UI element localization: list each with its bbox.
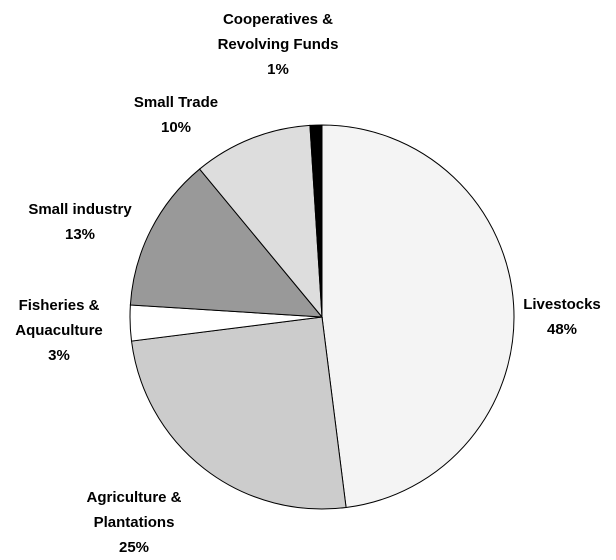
slice-label: Cooperatives & Revolving Funds 1% — [203, 7, 353, 82]
pie-slice — [321, 124, 515, 509]
slice-label: Small industry 13% — [5, 197, 155, 247]
category-name: Agriculture & Plantations — [86, 489, 182, 531]
value-label: 48% — [546, 321, 578, 338]
category-name: Small industry — [28, 201, 132, 218]
slice-label: Small Trade 10% — [111, 90, 241, 140]
slice-label: Agriculture & Plantations 25% — [59, 485, 209, 560]
pie-slice — [309, 124, 323, 318]
value-label: 3% — [48, 347, 70, 364]
value-label: 1% — [267, 61, 289, 78]
slice-label: Fisheries & Aquaculture 3% — [0, 293, 119, 368]
pie-slice — [129, 168, 324, 318]
category-name: Livestocks — [523, 296, 601, 313]
value-label: 10% — [160, 119, 192, 136]
pie-slice — [198, 124, 323, 319]
pie-slice — [130, 316, 347, 510]
value-label: 13% — [64, 226, 96, 243]
slice-label: Livestocks 48% — [507, 292, 616, 342]
category-name: Small Trade — [133, 94, 219, 111]
category-name: Fisheries & Aquaculture — [15, 297, 103, 339]
category-name: Cooperatives & Revolving Funds — [217, 11, 339, 53]
value-label: 25% — [118, 539, 150, 556]
